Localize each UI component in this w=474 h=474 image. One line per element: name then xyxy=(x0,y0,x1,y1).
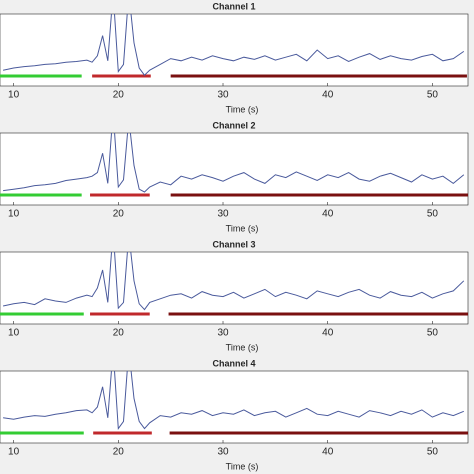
x-tick-label: 30 xyxy=(217,209,229,220)
x-tick-label: 50 xyxy=(427,90,439,101)
x-tick-label: 50 xyxy=(427,447,439,458)
x-tick-label: 40 xyxy=(322,90,334,101)
x-axis-label: Time (s) xyxy=(226,461,259,471)
subplot-title: Channel 2 xyxy=(212,120,255,130)
x-axis-label: Time (s) xyxy=(226,104,259,114)
plot-area xyxy=(0,13,469,87)
x-axis-label: Time (s) xyxy=(226,342,259,352)
signal-line xyxy=(3,371,464,431)
x-tick-label: 20 xyxy=(113,447,125,458)
signal-line xyxy=(2,14,465,76)
x-tick-label: 10 xyxy=(8,328,20,339)
signal-line xyxy=(2,252,465,311)
x-tick-label: 40 xyxy=(322,447,334,458)
x-tick-label: 30 xyxy=(217,328,229,339)
x-tick-label: 30 xyxy=(217,90,229,101)
x-tick-label: 40 xyxy=(322,328,334,339)
subplot-title: Channel 4 xyxy=(212,358,255,368)
plot-area xyxy=(0,370,469,444)
plot-area xyxy=(0,251,469,325)
subplot-title: Channel 3 xyxy=(212,239,255,249)
signal-line xyxy=(3,133,465,193)
subplot: Channel 3 10 20 30 40 50 Time (s) xyxy=(0,239,469,352)
subplot: Channel 4 10 20 30 40 50 Time (s) xyxy=(0,358,469,471)
x-axis-label: Time (s) xyxy=(226,223,259,233)
x-tick-label: 50 xyxy=(427,328,439,339)
subplot: Channel 1 10 20 30 40 50 Time (s) xyxy=(0,1,469,114)
x-tick-label: 10 xyxy=(8,90,20,101)
subplot-title: Channel 1 xyxy=(212,1,255,11)
x-tick-label: 10 xyxy=(8,447,20,458)
x-tick-label: 20 xyxy=(113,209,125,220)
x-tick-label: 10 xyxy=(8,209,20,220)
plot-area xyxy=(0,132,469,206)
x-tick-label: 50 xyxy=(427,209,439,220)
x-tick-label: 40 xyxy=(322,209,334,220)
subplot: Channel 2 10 20 30 40 50 Time (s) xyxy=(0,120,469,233)
x-tick-label: 20 xyxy=(113,328,125,339)
x-tick-label: 20 xyxy=(113,90,125,101)
x-tick-label: 30 xyxy=(217,447,229,458)
